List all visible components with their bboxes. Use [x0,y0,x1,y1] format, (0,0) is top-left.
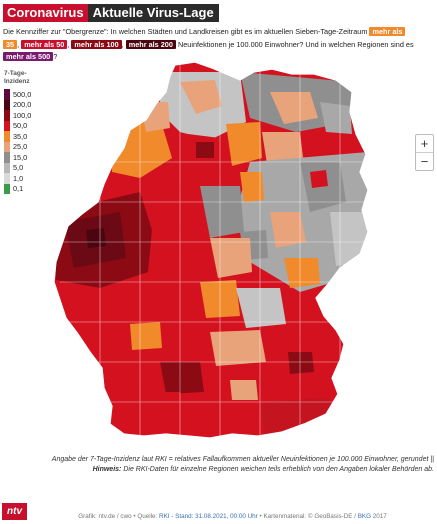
title-bar: Coronavirus Aktuelle Virus-Lage [3,4,219,22]
legend-label: 25,0 [13,142,28,152]
legend-title: 7-Tage- Inzidenz [4,70,48,86]
legend-label: 100,0 [13,110,32,120]
legend-swatch [4,183,10,194]
legend-label: 50,0 [13,121,28,131]
credits-sep: - [171,513,174,520]
legend-swatch [4,89,10,100]
legend-label: 5,0 [13,163,24,173]
region-south-central [210,330,266,366]
legend-item: 100,0 [4,110,48,121]
germany-map[interactable] [0,62,437,462]
legend-swatch [4,131,10,142]
region-south-west-1 [130,322,162,350]
region-central-3 [150,262,216,308]
legend-label: 500,0 [13,89,32,99]
region-northeast-2 [320,102,352,134]
legend-item: 15,0 [4,152,48,163]
legend: 7-Tage- Inzidenz 500,0 200,0 100,0 50,0 35,0… [4,70,48,194]
legend-swatch [4,99,10,110]
chip-35-part1: mehr als [369,27,406,36]
legend-item: 1,0 [4,173,48,184]
credits-stand: Stand: 31.08.2021, 00:00 Uhr [175,513,258,520]
legend-title-line2: Inzidenz [4,78,30,85]
chip-500: mehr als 500 [3,52,54,61]
region-east-4 [240,172,264,202]
region-west-2 [140,184,206,232]
legend-item: 500,0 [4,89,48,100]
region-south-1 [160,362,204,394]
legend-label: 0,1 [13,184,24,194]
legend-label: 15,0 [13,152,28,162]
region-central-1 [200,186,244,238]
region-lowersaxony-2 [226,122,262,166]
legend-item: 5,0 [4,162,48,173]
legend-rows: 500,0 200,0 100,0 50,0 35,0 25,0 15,0 5,0 1,0 0,1 [4,89,48,194]
credits-year: 2017 [372,513,387,520]
region-east-3 [270,212,306,248]
legend-item: 200,0 [4,99,48,110]
region-central-2 [210,238,252,278]
region-south-east-1 [288,352,314,374]
legend-item: 50,0 [4,120,48,131]
legend-item: 35,0 [4,131,48,142]
region-northeast-1 [270,92,318,124]
footnote-hint-text: Die RKI-Daten für einzelne Regionen weic… [123,466,434,473]
credits-mid: • Kartenmaterial: © GeoBasis-DE / [259,513,356,520]
legend-swatch [4,162,10,173]
region-south-2 [110,392,184,438]
zoom-controls: + − [415,134,434,171]
legend-swatch [4,141,10,152]
country-outline [53,62,369,439]
legend-item: 0,1 [4,183,48,194]
intro-text-3: ? [53,52,58,61]
footnote-hint-label: Hinweis: [92,466,122,473]
region-south-3 [190,402,266,438]
region-city-1 [196,142,214,158]
footnote-hint: Hinweis: Die RKI-Daten für einzelne Regi… [14,465,434,475]
title-secondary: Aktuelle Virus-Lage [87,4,219,22]
chip-50: mehr als 50 [21,39,68,49]
legend-label: 1,0 [13,173,24,183]
legend-swatch [4,152,10,163]
legend-label: 35,0 [13,131,28,141]
region-central-5 [236,288,286,328]
chip-200: mehr als 200 [125,39,176,49]
intro-text: Die Kennziffer zur "Obergrenze": In welc… [3,27,414,61]
intro-text-1: Die Kennziffer zur "Obergrenze": In welc… [3,27,368,36]
zoom-divider [416,152,433,153]
region-east-2 [330,212,368,266]
chip-100: mehr als 100 [71,39,122,49]
zoom-in-button[interactable]: + [420,136,429,151]
credits-bkg-link[interactable]: BKG [357,513,372,520]
district-borders [60,62,368,438]
title-primary: Coronavirus [3,4,88,22]
credits-source-link[interactable]: RKI [159,513,170,520]
intro-text-2: Neuinfektionen je 100.000 Einwohner? Und… [177,39,414,49]
credits-prefix: Grafik: ntv.de / cwo • Quelle: [78,513,158,520]
legend-item: 25,0 [4,141,48,152]
legend-swatch [4,110,10,121]
region-west-city [86,228,106,248]
region-south-5 [230,380,258,400]
region-city-berlin [310,170,328,188]
region-east-5 [284,258,320,288]
legend-title-line1: 7-Tage- [4,70,27,77]
footnote-incidence: Angabe der 7-Tage-Inzidenz laut RKI = re… [51,456,434,463]
legend-swatch [4,120,10,131]
map-area[interactable]: + − [0,62,437,462]
zoom-out-button[interactable]: − [420,154,429,169]
credits-line: Grafik: ntv.de / cwo • Quelle: RKI - Sta… [30,512,435,521]
ntv-logo: ntv [2,503,27,520]
chip-35-part2: 35 [3,39,18,49]
legend-swatch [4,173,10,184]
legend-label: 200,0 [13,100,32,110]
region-north-1 [180,80,222,114]
